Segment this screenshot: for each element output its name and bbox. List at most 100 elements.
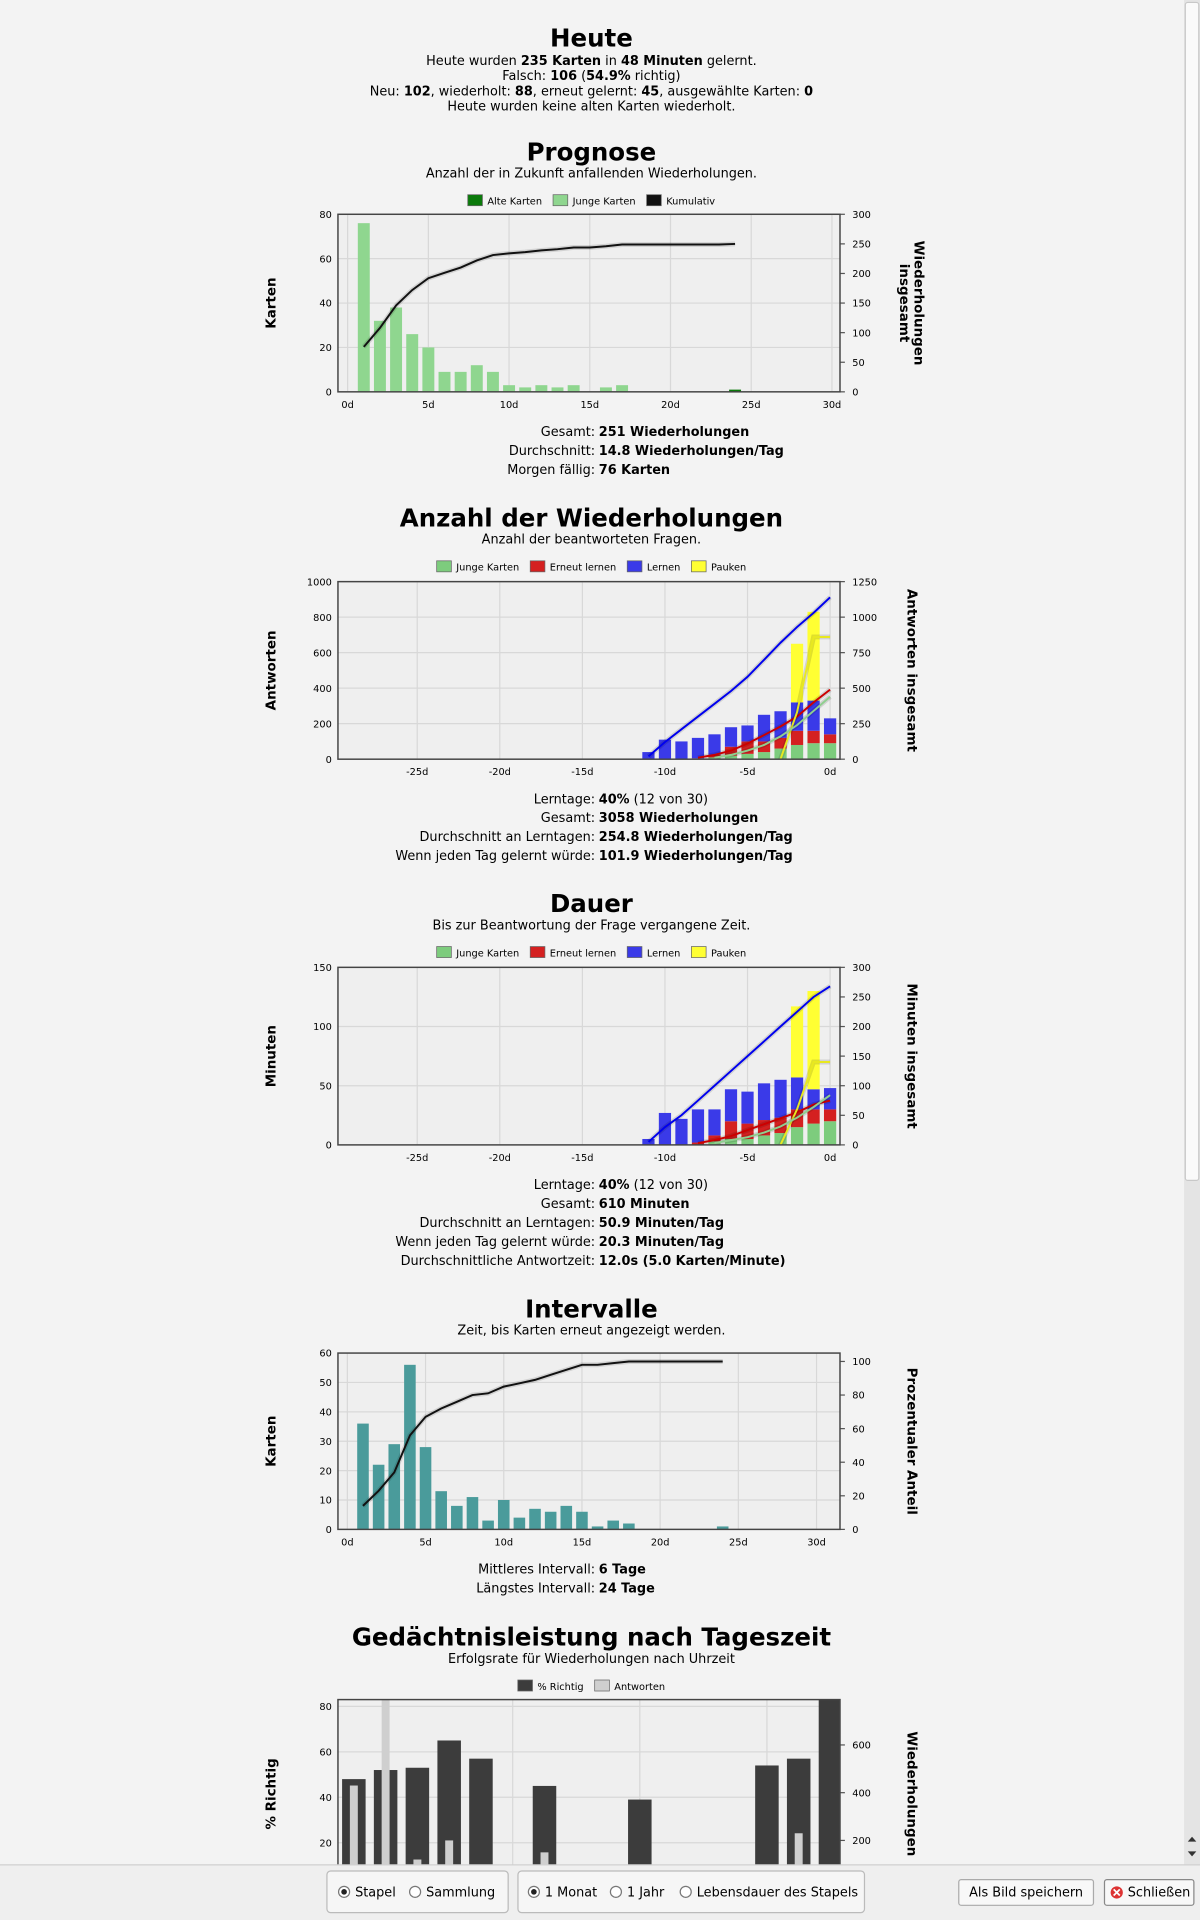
- bar: [405, 1767, 430, 1889]
- bar: [716, 1526, 729, 1530]
- bar: [708, 1109, 721, 1136]
- today-text: 102: [404, 84, 431, 99]
- stat-label: Durchschnitt an Lerntagen:: [420, 1216, 596, 1231]
- button[interactable]: [1103, 1878, 1195, 1906]
- y-tick-label: 80: [319, 210, 331, 221]
- stat-label: Durchschnitt:: [509, 444, 595, 459]
- bar: [823, 718, 837, 735]
- bar: [790, 730, 804, 745]
- button[interactable]: [958, 1878, 1095, 1906]
- stat-label: Lerntage:: [534, 792, 595, 807]
- bar: [388, 1444, 401, 1530]
- bar: [658, 1112, 672, 1145]
- x-tick-label: 0d: [824, 767, 836, 778]
- stat-label: Lerntage:: [534, 1178, 595, 1193]
- button-label[interactable]: Als Bild speichern: [969, 1886, 1083, 1901]
- y2-tick-label: 50: [852, 358, 864, 369]
- today-text: Heute wurden: [426, 54, 521, 69]
- bar: [724, 755, 738, 760]
- y2-tick-label: 600: [852, 1741, 871, 1752]
- bar: [807, 730, 820, 744]
- line: [779, 636, 831, 760]
- bar: [529, 1508, 541, 1530]
- bar: [823, 1121, 837, 1145]
- bar: [451, 1505, 463, 1530]
- x-tick-label: 0d: [341, 400, 353, 411]
- legend-swatch: [529, 946, 546, 958]
- bar: [741, 1091, 754, 1124]
- today-text: 48 Minuten: [621, 54, 703, 69]
- y-tick-label: 1000: [307, 577, 332, 588]
- radio-label[interactable]: Lebensdauer des Stapels: [697, 1886, 859, 1901]
- y2-tick-label: 50: [852, 1111, 864, 1122]
- bar: [454, 371, 467, 392]
- y2-tick-label: 750: [852, 648, 871, 659]
- bar: [519, 387, 532, 392]
- x-tick-label: -15d: [571, 1153, 593, 1164]
- y2-tick-label: 60: [852, 1424, 864, 1435]
- bar: [466, 1497, 479, 1530]
- today-line: Heute wurden 235 Karten in 48 Minuten ge…: [426, 54, 757, 69]
- stat-label: Gesamt:: [541, 811, 595, 826]
- bar: [823, 734, 837, 744]
- y2-tick-label: 200: [852, 1022, 871, 1033]
- section-subtitle: Erfolgsrate für Wiederholungen nach Uhrz…: [448, 1652, 735, 1667]
- x-tick-label: 30d: [807, 1537, 826, 1548]
- stat-text: 12.0s (5.0 Karten/Minute): [599, 1254, 786, 1269]
- bar: [807, 991, 820, 1090]
- y-tick-label: 0: [326, 1141, 332, 1152]
- stat-text: 6 Tage: [599, 1562, 646, 1577]
- bar: [599, 387, 612, 392]
- bar: [708, 754, 721, 758]
- radio-label[interactable]: Sammlung: [426, 1886, 495, 1901]
- bar: [642, 1138, 655, 1145]
- y-tick-label: 10: [319, 1496, 331, 1507]
- bar: [708, 1141, 721, 1145]
- today-text: gelernt.: [703, 54, 757, 69]
- bar: [757, 1135, 771, 1145]
- stat-text: 40%: [599, 792, 630, 807]
- radio-button[interactable]: [408, 1885, 422, 1898]
- bar: [560, 1505, 573, 1530]
- y2-tick-label: 0: [852, 1525, 858, 1536]
- bar: [357, 223, 370, 392]
- stat-value: 50.9 Minuten/Tag: [599, 1216, 724, 1231]
- today-text: richtig): [631, 69, 681, 84]
- radio-label[interactable]: 1 Monat: [545, 1886, 597, 1901]
- radio-dot: [341, 1889, 347, 1895]
- scrollbar-thumb[interactable]: [1184, 1, 1200, 1182]
- stat-label: Morgen fällig:: [507, 463, 595, 478]
- stat-text: 24 Tage: [599, 1581, 655, 1596]
- section-subtitle: Bis zur Beantwortung der Frage vergangen…: [433, 918, 751, 933]
- plot-area: [337, 581, 840, 760]
- stat-label: Mittleres Intervall:: [478, 1562, 595, 1577]
- y-tick-label: 200: [313, 719, 332, 730]
- stat-value: 76 Karten: [599, 463, 670, 478]
- stat-value: 14.8 Wiederholungen/Tag: [599, 444, 784, 459]
- legend-swatch: [626, 560, 643, 573]
- y2-axis-label: Minuten insgesamt: [903, 983, 918, 1129]
- line: [362, 1360, 723, 1507]
- radio-button[interactable]: [679, 1885, 692, 1898]
- line: [714, 695, 831, 759]
- radio-label[interactable]: 1 Jahr: [627, 1886, 665, 1901]
- stat-label: Durchschnittliche Antwortzeit:: [401, 1254, 595, 1269]
- bar: [823, 1088, 837, 1110]
- radio-button[interactable]: [609, 1885, 623, 1898]
- today-line: Falsch: 106 (54.9% richtig): [502, 69, 680, 84]
- bar: [691, 737, 705, 759]
- y2-tick-label: 80: [852, 1391, 864, 1402]
- section-title: Heute: [550, 24, 633, 53]
- stat-value: 254.8 Wiederholungen/Tag: [599, 830, 793, 845]
- legend-label: Junge Karten: [455, 563, 519, 574]
- y-tick-label: 20: [319, 1466, 331, 1477]
- stat-value: 251 Wiederholungen: [599, 425, 750, 440]
- bar: [807, 611, 820, 701]
- button-label[interactable]: Schließen: [1128, 1886, 1191, 1901]
- scroll-arrows[interactable]: [1187, 1836, 1197, 1857]
- radio-label[interactable]: Stapel: [355, 1886, 396, 1901]
- y2-tick-label: 1000: [852, 613, 877, 624]
- bar: [741, 1138, 754, 1145]
- today-text: in: [601, 54, 621, 69]
